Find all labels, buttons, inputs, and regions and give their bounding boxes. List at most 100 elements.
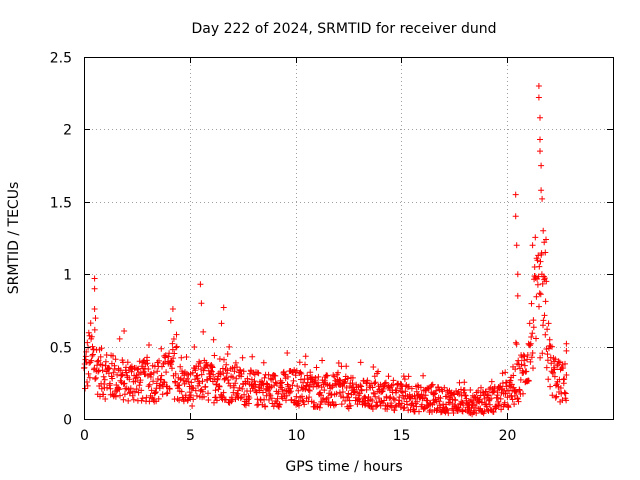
x-tick-label: 20 xyxy=(499,428,517,444)
data-point xyxy=(390,377,397,384)
data-point xyxy=(405,373,412,380)
data-point xyxy=(357,359,364,366)
data-point xyxy=(237,395,244,402)
data-point xyxy=(391,407,398,414)
data-point xyxy=(524,356,531,363)
data-point xyxy=(138,387,145,394)
data-point xyxy=(193,392,200,399)
data-point xyxy=(563,340,570,347)
data-point xyxy=(241,391,248,398)
data-point xyxy=(332,401,339,408)
data-point xyxy=(375,368,382,375)
data-point xyxy=(502,369,509,376)
data-point xyxy=(499,370,506,377)
data-point xyxy=(115,385,122,392)
data-point xyxy=(190,396,197,403)
data-point xyxy=(380,400,386,407)
data-point xyxy=(194,375,201,382)
data-point xyxy=(542,249,549,256)
data-point xyxy=(295,387,302,394)
data-point xyxy=(437,395,444,402)
data-point xyxy=(167,317,174,324)
x-tick-label: 5 xyxy=(186,428,195,444)
data-point xyxy=(100,373,107,380)
data-point xyxy=(150,378,157,385)
data-point xyxy=(125,397,132,404)
data-point xyxy=(162,352,169,359)
data-point xyxy=(159,391,166,398)
data-point xyxy=(475,398,482,404)
data-point xyxy=(312,375,319,381)
data-point xyxy=(521,353,528,360)
data-point xyxy=(381,397,388,404)
data-point xyxy=(233,375,240,382)
data-point xyxy=(369,384,376,391)
data-point xyxy=(515,398,522,405)
data-point xyxy=(545,376,552,383)
data-point xyxy=(231,384,237,391)
data-point xyxy=(110,369,117,376)
data-point xyxy=(537,354,544,361)
data-point xyxy=(527,340,534,347)
data-point xyxy=(247,370,253,377)
data-point xyxy=(144,354,151,361)
data-point xyxy=(304,372,311,379)
data-point xyxy=(380,385,387,392)
data-point xyxy=(176,397,183,404)
data-point xyxy=(86,374,93,381)
data-point xyxy=(159,363,165,370)
data-point xyxy=(84,382,91,389)
data-point xyxy=(390,395,397,402)
data-point xyxy=(255,370,262,377)
data-point xyxy=(182,392,189,399)
data-point xyxy=(107,380,113,387)
chart-title: Day 222 of 2024, SRMTID for receiver dun… xyxy=(192,21,497,37)
data-point xyxy=(199,378,206,385)
data-point xyxy=(527,358,534,365)
data-point xyxy=(485,392,492,399)
data-point xyxy=(357,382,364,389)
data-point xyxy=(205,390,211,397)
data-point xyxy=(225,377,232,383)
data-point xyxy=(178,354,185,361)
data-point xyxy=(89,343,96,350)
data-point xyxy=(537,291,544,298)
data-point xyxy=(273,380,280,387)
data-point xyxy=(508,381,515,388)
data-point xyxy=(388,400,395,407)
y-tick-label: 1.5 xyxy=(50,196,72,212)
data-points xyxy=(81,83,570,418)
data-point xyxy=(279,379,285,386)
data-point xyxy=(456,391,463,398)
data-point xyxy=(551,366,558,373)
data-point xyxy=(118,372,125,379)
data-point xyxy=(92,315,99,322)
data-point xyxy=(529,242,536,249)
data-point xyxy=(538,162,545,169)
data-point xyxy=(205,397,212,403)
data-point xyxy=(91,285,98,292)
data-point xyxy=(210,336,217,343)
data-point xyxy=(526,320,533,327)
data-point xyxy=(279,386,286,393)
data-point xyxy=(137,369,144,376)
data-point xyxy=(560,365,567,371)
data-point xyxy=(226,343,233,350)
data-point xyxy=(133,386,140,392)
data-point xyxy=(510,372,517,379)
data-point xyxy=(535,273,542,280)
data-point xyxy=(456,379,463,386)
data-point xyxy=(525,377,532,384)
data-point xyxy=(563,397,570,404)
data-point xyxy=(381,380,388,387)
data-point xyxy=(146,381,153,388)
data-point xyxy=(345,390,352,397)
data-point xyxy=(494,392,501,399)
data-point xyxy=(117,377,124,384)
data-point xyxy=(439,388,446,395)
data-point xyxy=(164,389,171,396)
data-point xyxy=(260,359,267,366)
data-point xyxy=(547,383,554,390)
data-point xyxy=(120,396,127,403)
data-point xyxy=(150,369,157,376)
